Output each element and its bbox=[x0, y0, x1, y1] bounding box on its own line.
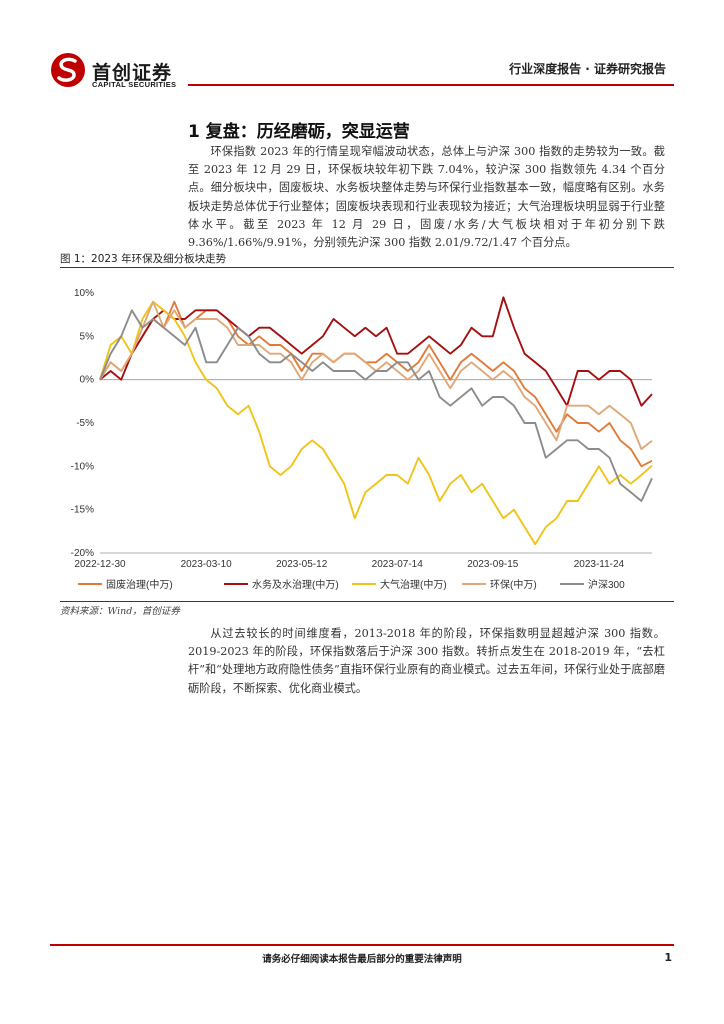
header-rule bbox=[188, 84, 674, 86]
figure-top-rule bbox=[60, 267, 674, 268]
figure-source: 资料来源：Wind，首创证券 bbox=[60, 606, 180, 617]
paragraph-1: 环保指数 2023 年的行情呈现窄幅波动状态，总体上与沪深 300 指数的走势较… bbox=[188, 143, 665, 252]
legend-label: 沪深300 bbox=[588, 578, 625, 591]
y-tick-label: 10% bbox=[74, 288, 94, 299]
section-title: 1 复盘：历经磨砺，突显运营 bbox=[188, 122, 410, 142]
x-tick-label: 2023-11-24 bbox=[574, 559, 625, 570]
logo-mark-icon bbox=[51, 53, 85, 87]
paragraph-2-text: 从过去较长的时间维度看，2013-2018 年的阶段，环保指数明显超越沪深 30… bbox=[188, 627, 665, 695]
y-tick-label: 0% bbox=[80, 375, 95, 386]
legend-label: 环保(中万) bbox=[490, 578, 537, 591]
logo-subtitle: CAPITAL SECURITIES bbox=[92, 80, 177, 89]
page-number: 1 bbox=[664, 951, 672, 964]
logo bbox=[50, 52, 86, 88]
figure-caption: 图 1：2023 年环保及细分板块走势 bbox=[60, 253, 227, 265]
series-layer bbox=[99, 296, 653, 546]
series-line-5 bbox=[99, 309, 653, 502]
footer-disclaimer: 请务必仔细阅读本报告最后部分的重要法律声明 bbox=[262, 954, 462, 965]
legend-label: 水务及水治理(中万) bbox=[252, 578, 339, 591]
y-tick-label: -20% bbox=[71, 548, 94, 559]
series-line-1 bbox=[99, 300, 653, 468]
paragraph-2: 从过去较长的时间维度看，2013-2018 年的阶段，环保指数明显超越沪深 30… bbox=[188, 625, 665, 698]
x-axis: 2022-12-30 2023-03-10 2023-05-12 2023-07-14… bbox=[74, 552, 652, 570]
y-tick-label: -15% bbox=[71, 505, 94, 516]
x-tick-label: 2023-05-12 bbox=[276, 559, 328, 570]
report-type: 行业深度报告 · 证券研究报告 bbox=[509, 62, 666, 76]
x-tick-label: 2023-09-15 bbox=[467, 559, 519, 570]
x-tick-label: 2023-03-10 bbox=[181, 559, 233, 570]
y-tick-label: 5% bbox=[80, 331, 95, 342]
x-tick-label: 2023-07-14 bbox=[372, 559, 424, 570]
x-tick-label: 2022-12-30 bbox=[74, 559, 126, 570]
line-chart: 10% 5% 0% -5% -10% -15% -20% 2022-12-30 2023-03… bbox=[71, 288, 653, 591]
y-tick-label: -10% bbox=[71, 461, 94, 472]
legend-label: 大气治理(中万) bbox=[380, 578, 447, 591]
series-line-3 bbox=[99, 300, 653, 546]
legend-label: 固废治理(中万) bbox=[106, 578, 173, 591]
paragraph-1-text: 环保指数 2023 年的行情呈现窄幅波动状态，总体上与沪深 300 指数的走势较… bbox=[188, 145, 665, 250]
series-line-4 bbox=[99, 300, 653, 450]
footer-rule bbox=[50, 944, 674, 946]
logo-name: 首创证券 bbox=[92, 62, 173, 84]
y-axis: 10% 5% 0% -5% -10% -15% -20% bbox=[71, 288, 652, 559]
y-tick-label: -5% bbox=[76, 418, 94, 429]
series-line-2 bbox=[99, 296, 653, 407]
legend: 固废治理(中万) 水务及水治理(中万) 大气治理(中万) 环保(中万) 沪深300 bbox=[78, 578, 625, 591]
figure-bottom-rule bbox=[60, 601, 674, 602]
